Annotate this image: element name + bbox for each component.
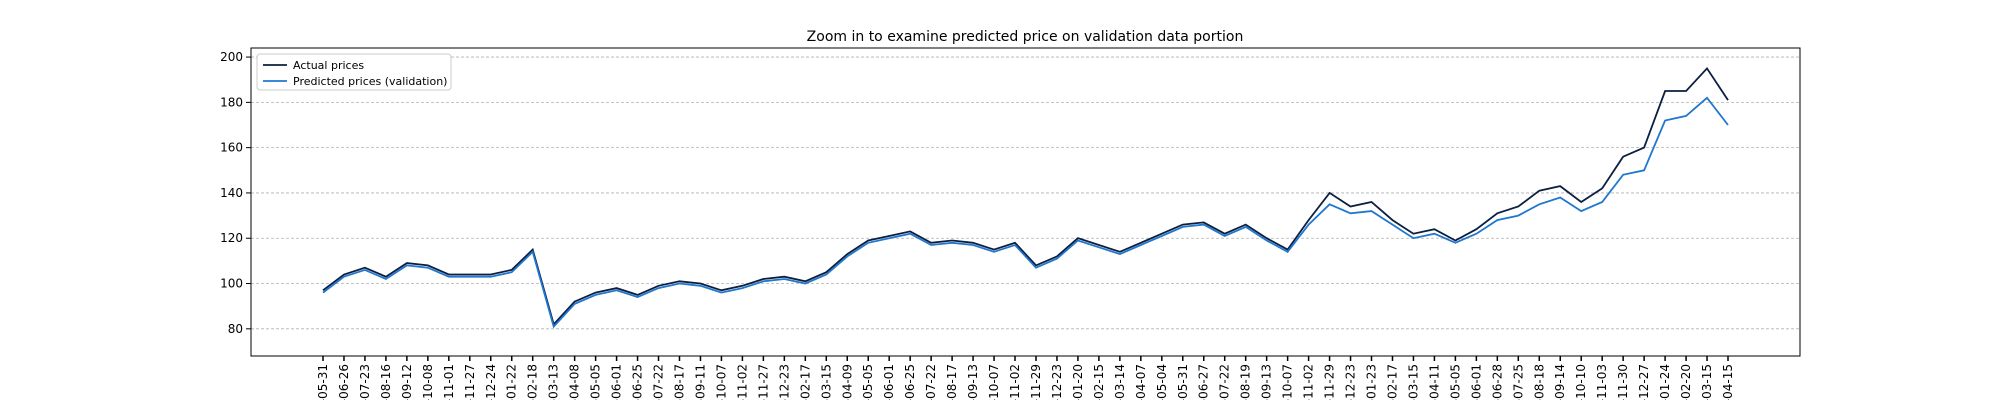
plot-frame [250, 47, 1801, 357]
x-tick-label: -06-01 [1469, 364, 1483, 400]
x-tick-label: -04-11 [1427, 364, 1441, 400]
x-tick-label: -08-18 [1532, 364, 1546, 400]
x-tick-label: -04-08 [568, 364, 582, 400]
x-tick-label: -11-29 [1323, 364, 1337, 400]
x-tick-label: -03-15 [1406, 364, 1420, 400]
x-tick-label: -08-17 [945, 364, 959, 400]
y-tick-label: 100 [220, 277, 243, 291]
x-tick-label: -09-11 [693, 364, 707, 400]
x-tick-label: -09-14 [1553, 364, 1567, 400]
x-tick-label: -11-27 [463, 364, 477, 400]
x-tick-label: -11-02 [1302, 364, 1316, 400]
x-tick-label: -05-04 [1155, 364, 1169, 400]
x-tick-label: -10-07 [714, 364, 728, 400]
x-tick-label: -03-15 [819, 364, 833, 400]
x-tick-label: -12-23 [777, 364, 791, 400]
y-tick-label: 140 [220, 186, 243, 200]
x-tick-label: -07-22 [652, 364, 666, 400]
x-tick-label: -10-07 [1281, 364, 1295, 400]
x-tick-label: -05-05 [861, 364, 875, 400]
x-tick-label: -09-13 [966, 364, 980, 400]
x-tick-label: -07-23 [358, 364, 372, 400]
x-tick-label: -08-19 [1239, 364, 1253, 400]
x-tick-label: -08-16 [379, 364, 393, 400]
x-tick-label: -03-14 [1113, 364, 1127, 400]
x-tick-label: -01-23 [1365, 364, 1379, 400]
x-tick-label: -01-24 [1658, 364, 1672, 400]
legend-label: Actual prices [293, 59, 364, 72]
x-tick-label: -04-09 [840, 364, 854, 400]
x-tick-label: -12-23 [1344, 364, 1358, 400]
x-tick-label: -07-22 [1218, 364, 1232, 400]
x-tick-label: -10-07 [987, 364, 1001, 400]
x-tick-label: -04-15 [1721, 364, 1735, 400]
x-tick-label: -05-31 [1176, 364, 1190, 400]
x-tick-label: -05-05 [589, 364, 603, 400]
x-tick-label: -01-22 [505, 364, 519, 400]
x-tick-label: -08-17 [672, 364, 686, 400]
x-tick-label: -06-01 [882, 364, 896, 400]
legend-box [256, 53, 452, 91]
x-tick-label: -02-20 [1679, 364, 1693, 400]
x-tick-label: -11-02 [735, 364, 749, 400]
x-tick-label: -09-12 [400, 364, 414, 400]
x-tick-label: -06-25 [631, 364, 645, 400]
x-tick-label: -10-08 [421, 364, 435, 400]
x-tick-label: -02-17 [1385, 364, 1399, 400]
y-tick-label: 120 [220, 231, 243, 245]
x-tick-label: -11-27 [756, 364, 770, 400]
x-tick-label: -03-15 [1700, 364, 1714, 400]
y-tick-label: 200 [220, 50, 243, 64]
x-tick-label: -12-24 [484, 364, 498, 400]
x-tick-label: -05-05 [1448, 364, 1462, 400]
x-tick-label: -07-25 [1511, 364, 1525, 400]
price-line [322, 66, 1729, 327]
y-tick-label: 80 [228, 322, 243, 336]
x-tick-label: -05-31 [316, 364, 330, 400]
x-tick-label: -02-18 [526, 364, 540, 400]
price-line [322, 96, 1729, 329]
x-tick-label: -02-15 [1092, 364, 1106, 400]
x-tick-label: -12-27 [1637, 364, 1651, 400]
x-tick-label: -06-25 [903, 364, 917, 400]
x-tick-label: -06-26 [337, 364, 351, 400]
x-tick-label: -12-23 [1050, 364, 1064, 400]
y-tick-label: 160 [220, 141, 243, 155]
x-tick-label: -10-10 [1574, 364, 1588, 400]
y-tick-label: 180 [220, 95, 243, 109]
x-tick-label: -11-03 [1595, 364, 1609, 400]
x-tick-label: -06-27 [1197, 364, 1211, 400]
x-tick-label: -11-02 [1008, 364, 1022, 400]
x-tick-label: -11-30 [1616, 364, 1630, 400]
x-tick-label: -06-01 [610, 364, 624, 400]
legend-label: Predicted prices (validation) [293, 75, 447, 88]
x-tick-label: -07-22 [924, 364, 938, 400]
x-tick-label: -09-13 [1260, 364, 1274, 400]
x-tick-label: -03-13 [547, 364, 561, 400]
x-tick-label: -02-17 [798, 364, 812, 400]
x-tick-label: -06-28 [1490, 364, 1504, 400]
x-tick-label: -01-20 [1071, 364, 1085, 400]
x-tick-label: -11-01 [442, 364, 456, 400]
x-tick-label: -11-29 [1029, 364, 1043, 400]
chart-title: Zoom in to examine predicted price on va… [807, 29, 1244, 45]
x-tick-label: -04-07 [1134, 364, 1148, 400]
